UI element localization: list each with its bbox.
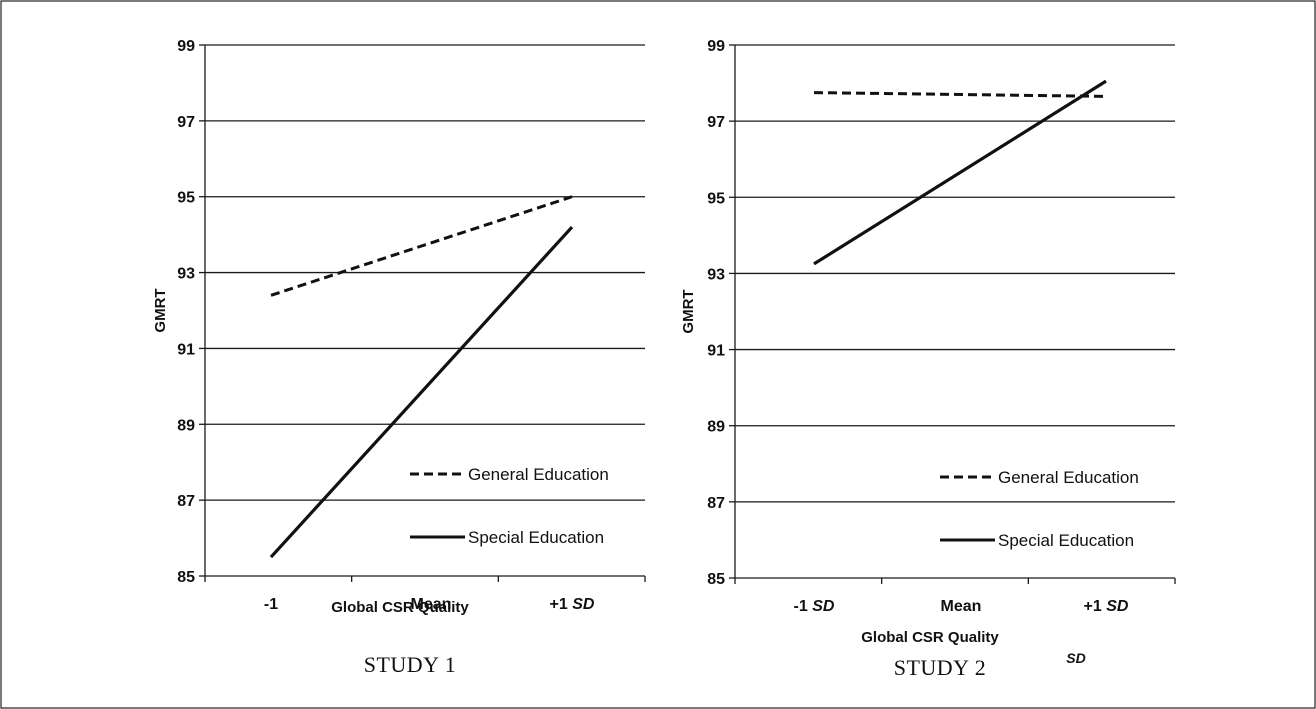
- x-tick-label: +1 SD: [550, 596, 595, 613]
- x-tick-label-unit: SD: [812, 598, 835, 615]
- x-axis-title: Global CSR Quality: [331, 599, 469, 616]
- y-tick-label: 89: [177, 417, 195, 434]
- series-line-special-education: [269, 225, 574, 559]
- y-tick-label: 97: [177, 114, 195, 131]
- x-tick-label: +1 SD: [1084, 598, 1129, 615]
- x-tick-label-text: -1: [264, 596, 278, 613]
- x-tick-label: Mean: [941, 598, 982, 615]
- y-tick-label: 93: [707, 266, 725, 283]
- series-line-general-education: [813, 91, 1107, 98]
- y-tick-label: 89: [707, 419, 725, 436]
- y-tick-label: 95: [177, 190, 195, 207]
- x-tick-label-text: +1: [550, 596, 573, 613]
- legend-label: Special Education: [468, 528, 604, 547]
- chart-panel-study-2: 99 97 95 93 91 89 87 85 -1 SD Mean +1 SD Global CSR…: [680, 38, 1176, 680]
- x-tick-label-text: -1: [794, 598, 813, 615]
- y-tick-label: 97: [707, 114, 725, 131]
- y-tick-label: 87: [177, 493, 195, 510]
- x-tick-label: Mean: [411, 596, 452, 613]
- x-tick-label-unit: SD: [572, 596, 595, 613]
- x-axis-title: Global CSR Quality: [861, 629, 999, 646]
- y-tick-label: 91: [707, 343, 725, 360]
- x-tick-label-text: +1: [1084, 598, 1107, 615]
- y-tick-label: 85: [177, 569, 195, 586]
- legend-label: General Education: [998, 468, 1139, 487]
- legend-label: Special Education: [998, 531, 1134, 550]
- chart-panel-study-1: 99 97 95 93 91 89 87 85 -1 Mean +1 SD Global CSR Qu…: [152, 38, 646, 677]
- x-tick-label: -1 SD: [794, 598, 835, 615]
- x-tick-label-text: Mean: [411, 596, 452, 613]
- stray-sd-label: SD: [1066, 650, 1085, 666]
- x-tick-label-unit: SD: [1106, 598, 1129, 615]
- y-tick-label: 87: [707, 495, 725, 512]
- study-title: STUDY 1: [364, 652, 457, 677]
- y-tick-label: 91: [177, 341, 195, 358]
- y-axis-title: GMRT: [152, 288, 169, 332]
- x-tick-label: -1: [264, 596, 278, 613]
- legend-label: General Education: [468, 465, 609, 484]
- study-title: STUDY 2: [894, 655, 987, 680]
- series-line-general-education: [270, 195, 573, 297]
- series-line-special-education: [813, 79, 1107, 266]
- y-tick-label: 85: [707, 571, 725, 588]
- y-tick-label: 95: [707, 190, 725, 207]
- y-axis-title: GMRT: [680, 289, 697, 333]
- x-tick-label-text: Mean: [941, 598, 982, 615]
- y-tick-label: 99: [707, 38, 725, 55]
- y-tick-label: 93: [177, 266, 195, 283]
- y-tick-label: 99: [177, 38, 195, 55]
